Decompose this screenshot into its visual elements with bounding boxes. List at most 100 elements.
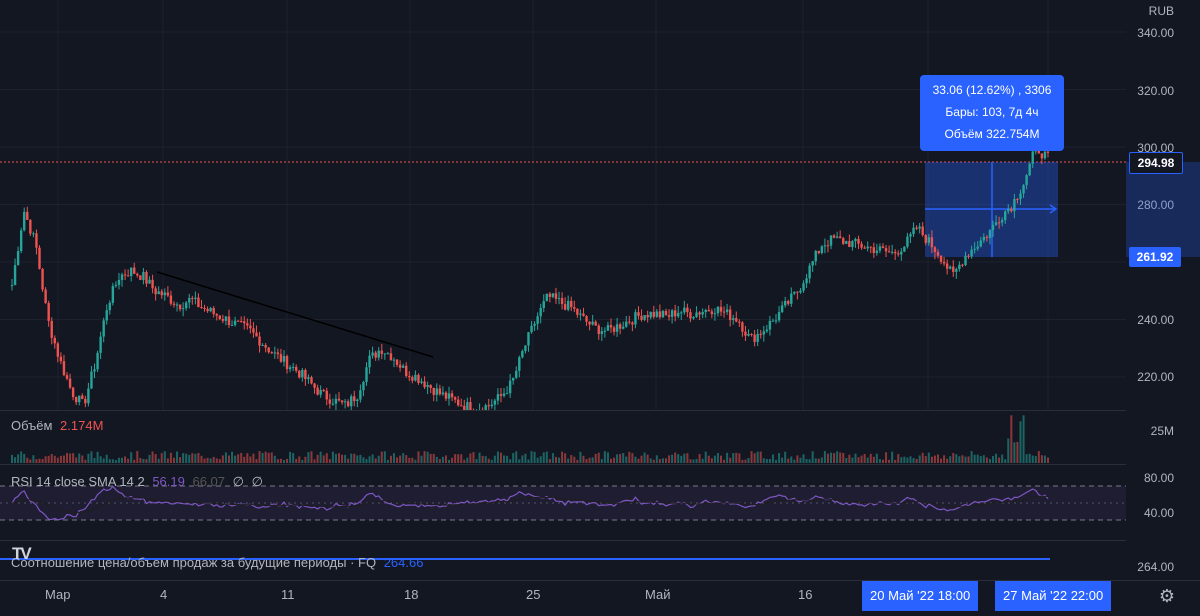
volume-bar	[955, 454, 958, 463]
volume-label: Объём	[11, 418, 53, 433]
candle-body	[887, 251, 891, 253]
current-price-badge: 294.98	[1129, 152, 1183, 174]
candle-body	[845, 241, 848, 244]
candle-body	[356, 399, 359, 402]
candle-body	[181, 308, 185, 310]
candle-body	[1000, 220, 1004, 223]
candle-body	[539, 308, 542, 317]
volume-bar	[1001, 454, 1004, 463]
volume-bar	[833, 453, 836, 463]
candle-body	[1016, 199, 1019, 201]
candle-body	[588, 321, 591, 325]
volume-bar	[949, 456, 952, 463]
price-grid	[0, 0, 1126, 410]
candle-body	[909, 234, 912, 237]
candle-body	[906, 236, 909, 247]
candle-body	[41, 268, 44, 290]
volume-bar	[512, 453, 515, 463]
tradingview-logo[interactable]: TV	[12, 544, 32, 563]
fq-legend[interactable]: Соотношение цена/объем продаж за будущие…	[11, 555, 423, 570]
candle-body	[1043, 151, 1047, 159]
candle-body	[652, 311, 655, 317]
candle-body	[1010, 208, 1013, 212]
candle-body	[291, 366, 295, 368]
candle-body	[542, 301, 545, 309]
candle-body	[728, 309, 732, 321]
volume-bar	[53, 455, 56, 463]
candle-body	[988, 230, 992, 239]
candle-body	[313, 383, 316, 388]
candle-body	[698, 312, 701, 315]
candle-body	[924, 235, 927, 243]
time-axis[interactable]: Мар 4 11 18 25 Май 16 20 Май '22 18:00 2…	[0, 580, 1200, 616]
volume-bar	[344, 454, 347, 463]
fq-value: 264.66	[383, 555, 424, 570]
volume-bar	[619, 454, 622, 463]
candle-body	[881, 246, 885, 249]
volume-bar	[790, 456, 793, 463]
volume-bar	[689, 459, 692, 463]
volume-bar	[515, 451, 518, 463]
candle-body	[768, 320, 772, 330]
volume-bar	[160, 453, 163, 463]
rsi-legend[interactable]: RSI 14 close SMA 14 2 56.19 66.07 ∅ ∅	[11, 474, 263, 490]
rsi-sma-line	[11, 495, 1049, 514]
candle-body	[450, 393, 454, 398]
volume-bar	[402, 453, 405, 463]
candle-body	[533, 323, 536, 326]
time-label: 11	[281, 587, 295, 602]
candle-body	[725, 309, 729, 312]
price-tick: 240.00	[1137, 313, 1174, 327]
pane-separator[interactable]	[0, 464, 1200, 465]
price-axis[interactable]: RUB 340.00 320.00 300.00 280.00 240.00 2…	[1126, 0, 1200, 580]
candle-body	[952, 266, 955, 272]
candle-body	[175, 304, 179, 306]
volume-bar	[267, 452, 270, 463]
volume-bar	[579, 451, 582, 463]
candle-body	[212, 308, 215, 314]
candle-body	[1040, 153, 1044, 159]
volume-bar	[435, 456, 438, 463]
candle-body	[964, 255, 967, 266]
volume-bar	[460, 454, 463, 463]
candle-body	[835, 236, 839, 238]
volume-legend[interactable]: Объём 2.174M	[11, 418, 103, 433]
candle-body	[133, 267, 136, 274]
volume-bar	[301, 459, 304, 463]
volume-bar	[72, 453, 75, 463]
volume-bar	[936, 454, 939, 463]
volume-bar	[157, 458, 160, 463]
candle-body	[469, 402, 472, 410]
rsi-chart	[0, 485, 1126, 521]
candle-body	[365, 367, 368, 383]
gear-icon[interactable]: ⚙	[1158, 586, 1176, 606]
candle-body	[398, 364, 402, 368]
volume-chart	[11, 415, 1049, 463]
volume-bar	[451, 457, 454, 463]
volume-bar	[276, 459, 279, 463]
price-chart[interactable]	[0, 0, 1126, 410]
volume-bar	[224, 452, 227, 463]
volume-bar	[478, 452, 481, 463]
volume-bar	[487, 458, 490, 463]
volume-bar	[600, 459, 603, 463]
volume-bar	[169, 452, 172, 463]
volume-bar	[429, 453, 432, 463]
pane-separator[interactable]	[0, 410, 1200, 411]
candle-body	[890, 251, 894, 253]
candle-body	[713, 313, 717, 315]
candle-body	[23, 211, 26, 231]
pane-separator[interactable]	[0, 540, 1200, 541]
candle-body	[567, 300, 570, 310]
volume-bar	[337, 453, 340, 463]
volume-bar	[264, 451, 267, 463]
volume-bar	[368, 456, 371, 463]
volume-bar	[252, 453, 255, 463]
volume-bar	[561, 451, 564, 463]
candle-body	[417, 374, 420, 383]
candle-body	[319, 389, 322, 395]
volume-bar	[820, 457, 823, 463]
volume-bar	[961, 455, 964, 463]
candle-body	[869, 246, 872, 248]
volume-bar	[448, 459, 451, 463]
